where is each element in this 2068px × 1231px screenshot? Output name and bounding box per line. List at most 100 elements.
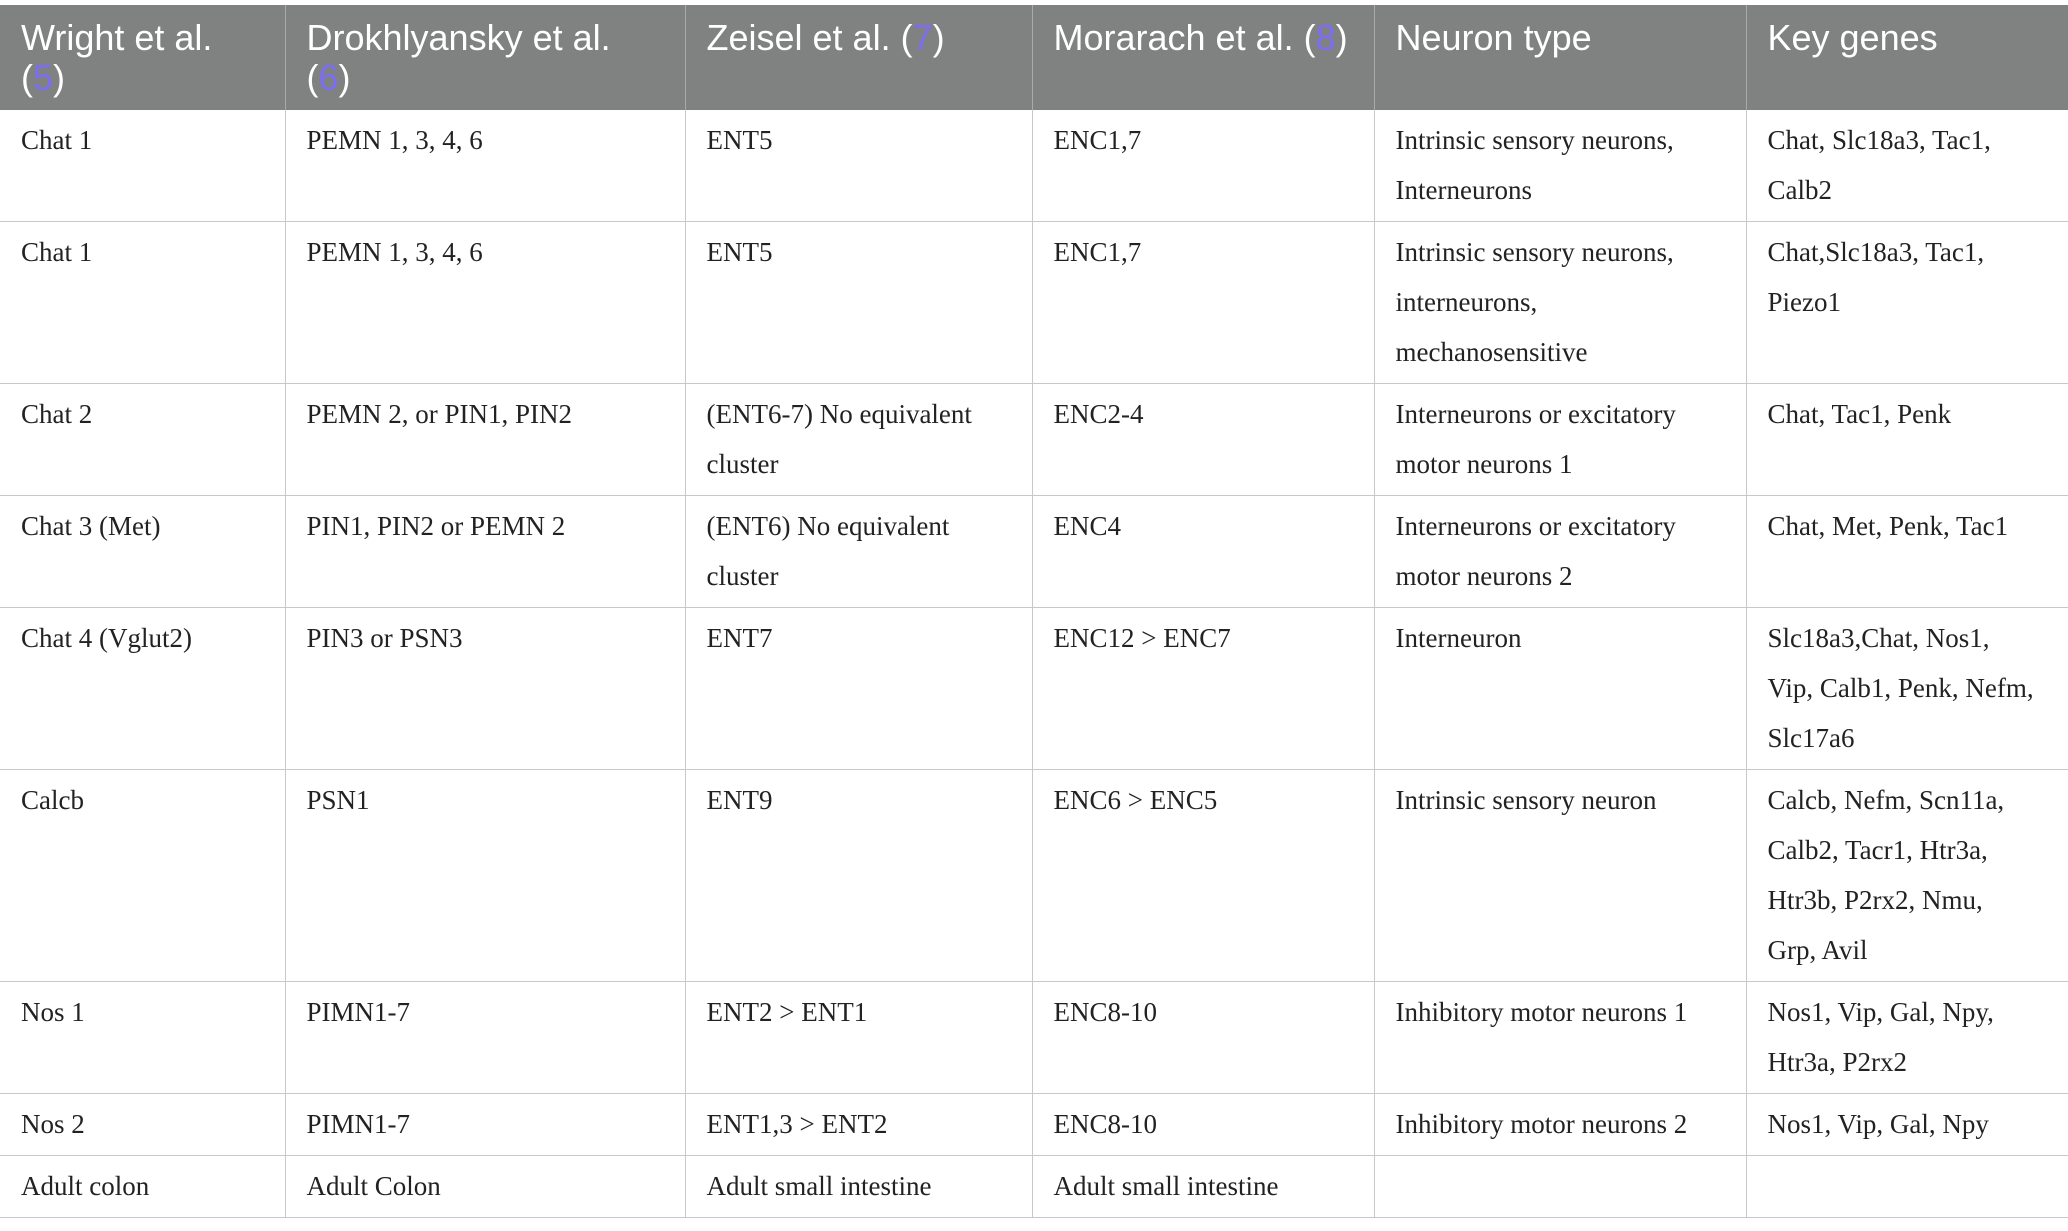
drokhlyansky-cell: PIMN1-7 [285, 1093, 686, 1156]
cell-text: Nos1, Vip, Gal, Npy, Htr3a, P2rx2 [1767, 997, 1994, 1077]
drokhlyansky-cell: PIN1, PIN2 or PEMN 2 [285, 495, 686, 608]
cell-text: (ENT6-7) No equivalent cluster [706, 399, 972, 479]
cell-text: (ENT6) No equivalent cluster [706, 511, 950, 591]
cell-text: Chat 4 (Vglut2) [21, 623, 192, 653]
table-row: Chat 2 PEMN 2, or PIN1, PIN2 (ENT6-7) No e… [0, 383, 2068, 496]
morarach-cell: ENC1,7 [1032, 110, 1375, 222]
drokhlyansky-cell: PEMN 1, 3, 4, 6 [285, 221, 686, 384]
drokhlyansky-cell: PSN1 [285, 769, 686, 982]
morarach-cell: ENC6 > ENC5 [1032, 769, 1375, 982]
wright-cell: Calcb [0, 769, 286, 982]
neuron-type-cell: Inhibitory motor neurons 1 [1374, 981, 1747, 1094]
morarach-cell: ENC8-10 [1032, 981, 1375, 1094]
cell-text: Nos 2 [21, 1109, 85, 1139]
wright-cell: Chat 4 (Vglut2) [0, 607, 286, 770]
citation-link[interactable]: 7 [912, 17, 933, 58]
cell-text: PEMN 2, or PIN1, PIN2 [306, 399, 573, 429]
table-body: Chat 1 PEMN 1, 3, 4, 6 ENT5 ENC1,7 Intrinsic… [0, 110, 2068, 1218]
cell-text: Chat, Tac1, Penk [1767, 399, 1952, 429]
wright-cell: Chat 1 [0, 110, 286, 222]
table-row: Adult colon Adult Colon Adult small intest… [0, 1155, 2068, 1218]
citation-link[interactable]: 5 [33, 57, 54, 98]
zeisel-cell: ENT9 [685, 769, 1033, 982]
cell-text: PSN1 [306, 785, 370, 815]
cell-text: Inhibitory motor neurons 2 [1395, 1109, 1688, 1139]
cell-text: Chat, Met, Penk, Tac1 [1767, 511, 2009, 541]
cell-text: Interneurons or excitatory motor neurons… [1395, 511, 1676, 591]
morarach-cell: ENC2-4 [1032, 383, 1375, 496]
cell-text: ENT5 [706, 125, 773, 155]
cell-text: ENC12 > ENC7 [1053, 623, 1231, 653]
cell-text: ENC1,7 [1053, 237, 1142, 267]
cell-text: Chat,Slc18a3, Tac1, Piezo1 [1767, 237, 1985, 317]
key-genes-cell: Calcb, Nefm, Scn11a, Calb2, Tacr1, Htr3a… [1746, 769, 2068, 982]
wright-cell: Adult colon [0, 1155, 286, 1218]
zeisel-cell: (ENT6-7) No equivalent cluster [685, 383, 1033, 496]
cell-text: ENT1,3 > ENT2 [706, 1109, 888, 1139]
drokhlyansky-column-header: Drokhlyansky et al. (6) [285, 5, 686, 110]
header-text-suffix: ) [53, 57, 66, 98]
key-genes-cell: Chat, Met, Penk, Tac1 [1746, 495, 2068, 608]
header-text-suffix: ) [1335, 17, 1348, 58]
cell-text: Adult small intestine [1053, 1171, 1279, 1201]
cell-text: ENT9 [706, 785, 773, 815]
header-text: Wright et al. ( [21, 17, 213, 98]
cell-text: Chat 1 [21, 237, 93, 267]
neuron-type-cell: Intrinsic sensory neurons, interneurons,… [1374, 221, 1747, 384]
morarach-cell: ENC1,7 [1032, 221, 1375, 384]
wright-cell: Chat 3 (Met) [0, 495, 286, 608]
drokhlyansky-cell: Adult Colon [285, 1155, 686, 1218]
header-text-suffix: ) [338, 57, 351, 98]
cell-text: ENC8-10 [1053, 997, 1158, 1027]
citation-link[interactable]: 6 [318, 57, 339, 98]
cell-text: PIMN1-7 [306, 1109, 411, 1139]
cell-text: Inhibitory motor neurons 1 [1395, 997, 1688, 1027]
header-text: Morarach et al. ( [1053, 17, 1316, 58]
key-genes-cell: Nos1, Vip, Gal, Npy, Htr3a, P2rx2 [1746, 981, 2068, 1094]
morarach-cell: ENC4 [1032, 495, 1375, 608]
cell-text: PEMN 1, 3, 4, 6 [306, 237, 483, 267]
zeisel-cell: ENT5 [685, 221, 1033, 384]
morarach-cell: ENC12 > ENC7 [1032, 607, 1375, 770]
cell-text: Nos1, Vip, Gal, Npy [1767, 1109, 1989, 1139]
zeisel-cell: ENT2 > ENT1 [685, 981, 1033, 1094]
table-row: Calcb PSN1 ENT9 ENC6 > ENC5 Intrinsic sensor… [0, 769, 2068, 982]
neuron-type-column-header: Neuron type [1374, 5, 1747, 110]
cell-text: ENC4 [1053, 511, 1122, 541]
cell-text: Interneurons or excitatory motor neurons… [1395, 399, 1676, 479]
wright-cell: Nos 1 [0, 981, 286, 1094]
key-genes-cell [1746, 1155, 2068, 1218]
cell-text: ENC1,7 [1053, 125, 1142, 155]
cell-text: Slc18a3,Chat, Nos1, Vip, Calb1, Penk, Ne… [1767, 623, 2034, 753]
cell-text: Intrinsic sensory neurons, interneurons,… [1395, 237, 1674, 367]
header-text: Zeisel et al. ( [706, 17, 913, 58]
key-genes-column-header: Key genes [1746, 5, 2068, 110]
table-row: Nos 2 PIMN1-7 ENT1,3 > ENT2 ENC8-10 Inhibito… [0, 1093, 2068, 1156]
drokhlyansky-cell: PIMN1-7 [285, 981, 686, 1094]
morarach-cell: Adult small intestine [1032, 1155, 1375, 1218]
wright-cell: Chat 2 [0, 383, 286, 496]
key-genes-cell: Nos1, Vip, Gal, Npy [1746, 1093, 2068, 1156]
wright-cell: Nos 2 [0, 1093, 286, 1156]
citation-link[interactable]: 8 [1315, 17, 1336, 58]
zeisel-cell: ENT5 [685, 110, 1033, 222]
zeisel-cell: ENT7 [685, 607, 1033, 770]
neuron-type-cell: Intrinsic sensory neuron [1374, 769, 1747, 982]
zeisel-cell: (ENT6) No equivalent cluster [685, 495, 1033, 608]
key-genes-cell: Slc18a3,Chat, Nos1, Vip, Calb1, Penk, Ne… [1746, 607, 2068, 770]
zeisel-column-header: Zeisel et al. (7) [685, 5, 1033, 110]
cell-text: Chat, Slc18a3, Tac1, Calb2 [1767, 125, 1991, 205]
neuron-type-cell: Interneurons or excitatory motor neurons… [1374, 495, 1747, 608]
header-text: Neuron type [1395, 17, 1592, 58]
neuron-type-cell: Intrinsic sensory neurons, Interneurons [1374, 110, 1747, 222]
cell-text: ENT2 > ENT1 [706, 997, 868, 1027]
zeisel-cell: ENT1,3 > ENT2 [685, 1093, 1033, 1156]
neuron-type-cell: Inhibitory motor neurons 2 [1374, 1093, 1747, 1156]
neuron-type-cell [1374, 1155, 1747, 1218]
table-row: Nos 1 PIMN1-7 ENT2 > ENT1 ENC8-10 Inhibitory… [0, 981, 2068, 1094]
cell-text: Chat 1 [21, 125, 93, 155]
header-text: Drokhlyansky et al. ( [306, 17, 611, 98]
drokhlyansky-cell: PEMN 2, or PIN1, PIN2 [285, 383, 686, 496]
comparison-table-container: Wright et al. (5) Drokhlyansky et al. (6)… [0, 5, 2068, 1218]
cell-text: Nos 1 [21, 997, 85, 1027]
